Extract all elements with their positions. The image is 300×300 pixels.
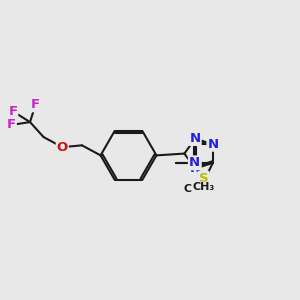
Text: N: N (189, 156, 200, 169)
Text: F: F (31, 98, 40, 111)
Text: N: N (207, 138, 218, 151)
Text: F: F (7, 118, 16, 131)
Text: F: F (8, 105, 17, 118)
Text: N: N (190, 162, 201, 175)
Text: N: N (190, 132, 201, 145)
Text: CH₃: CH₃ (183, 184, 205, 194)
Text: O: O (57, 141, 68, 154)
Text: CH₃: CH₃ (193, 182, 215, 192)
Text: S: S (199, 172, 208, 185)
